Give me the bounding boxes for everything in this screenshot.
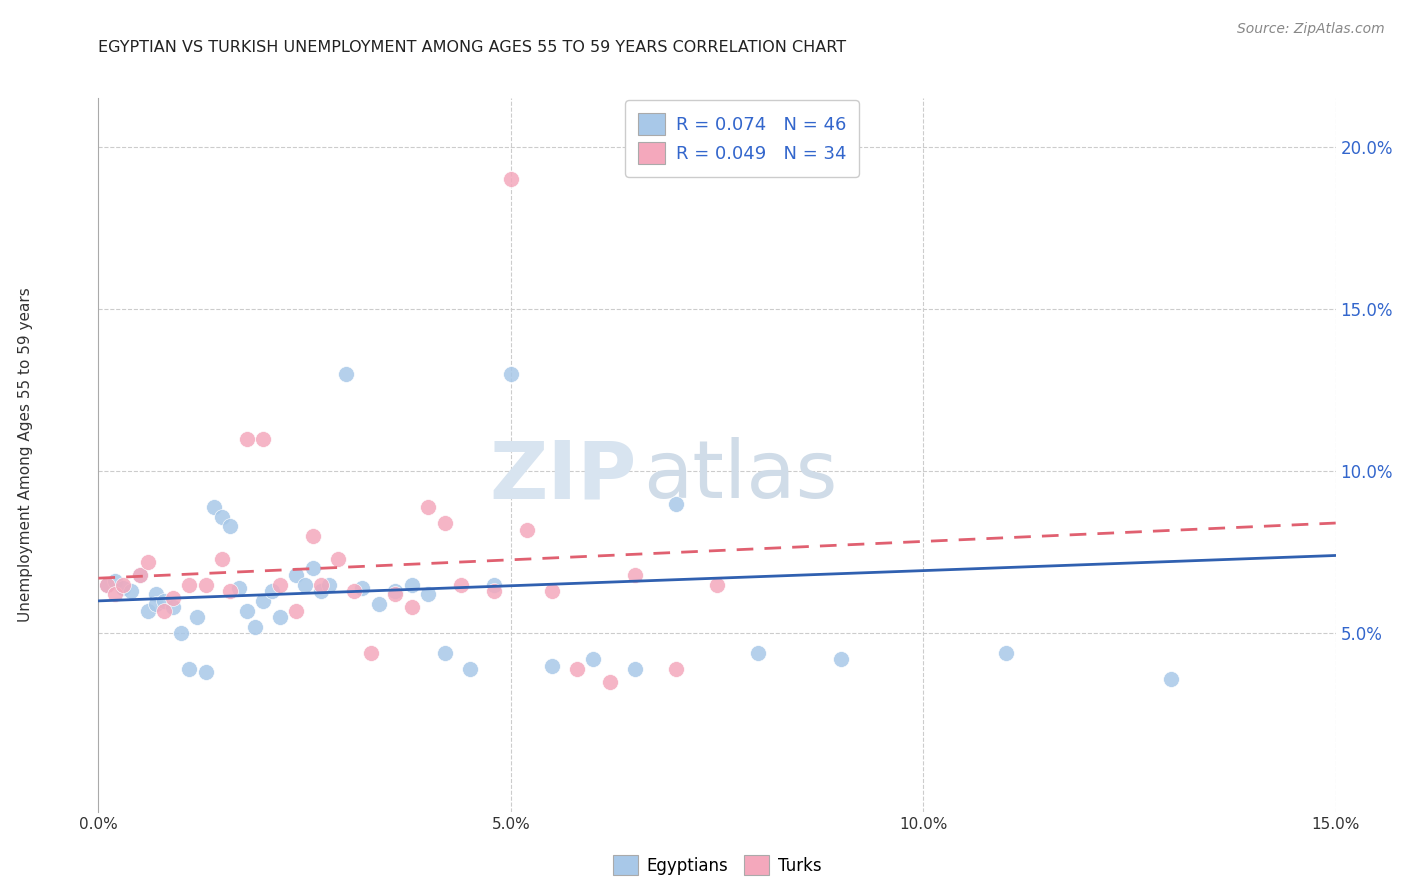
- Point: [162, 591, 184, 605]
- Point: [318, 577, 340, 591]
- Point: [112, 577, 135, 591]
- Point: [179, 577, 201, 591]
- Point: [458, 662, 481, 676]
- Point: [104, 587, 127, 601]
- Text: EGYPTIAN VS TURKISH UNEMPLOYMENT AMONG AGES 55 TO 59 YEARS CORRELATION CHART: EGYPTIAN VS TURKISH UNEMPLOYMENT AMONG A…: [98, 40, 846, 55]
- Point: [243, 620, 266, 634]
- Point: [219, 584, 242, 599]
- Point: [252, 432, 274, 446]
- Point: [418, 500, 440, 514]
- Point: [541, 584, 564, 599]
- Text: ZIP: ZIP: [489, 437, 637, 516]
- Point: [194, 577, 217, 591]
- Point: [186, 610, 208, 624]
- Point: [352, 581, 374, 595]
- Point: [484, 584, 506, 599]
- Point: [285, 604, 308, 618]
- Point: [1160, 672, 1182, 686]
- Point: [665, 497, 688, 511]
- Point: [599, 675, 621, 690]
- Point: [433, 646, 456, 660]
- Point: [335, 367, 357, 381]
- Point: [128, 568, 150, 582]
- Point: [136, 604, 159, 618]
- Point: [128, 568, 150, 582]
- Point: [367, 597, 389, 611]
- Point: [285, 568, 308, 582]
- Point: [499, 367, 522, 381]
- Point: [747, 646, 769, 660]
- Legend: Egyptians, Turks: Egyptians, Turks: [606, 848, 828, 882]
- Point: [136, 555, 159, 569]
- Point: [484, 577, 506, 591]
- Point: [194, 665, 217, 680]
- Point: [112, 581, 135, 595]
- Point: [665, 662, 688, 676]
- Point: [96, 577, 118, 591]
- Point: [401, 577, 423, 591]
- Point: [706, 577, 728, 591]
- Text: Unemployment Among Ages 55 to 59 years: Unemployment Among Ages 55 to 59 years: [18, 287, 32, 623]
- Point: [211, 509, 233, 524]
- Point: [309, 584, 332, 599]
- Point: [153, 604, 176, 618]
- Point: [228, 581, 250, 595]
- Point: [565, 662, 588, 676]
- Point: [623, 568, 645, 582]
- Point: [830, 652, 852, 666]
- Point: [623, 662, 645, 676]
- Point: [145, 587, 167, 601]
- Point: [326, 551, 349, 566]
- Point: [309, 577, 332, 591]
- Point: [343, 584, 366, 599]
- Point: [145, 597, 167, 611]
- Point: [384, 584, 406, 599]
- Point: [202, 500, 225, 514]
- Point: [499, 172, 522, 186]
- Point: [269, 577, 291, 591]
- Point: [401, 600, 423, 615]
- Point: [252, 594, 274, 608]
- Text: atlas: atlas: [643, 437, 837, 516]
- Point: [153, 594, 176, 608]
- Point: [302, 529, 325, 543]
- Point: [96, 577, 118, 591]
- Point: [582, 652, 605, 666]
- Point: [302, 561, 325, 575]
- Point: [433, 516, 456, 530]
- Point: [211, 551, 233, 566]
- Point: [104, 574, 127, 589]
- Point: [236, 604, 259, 618]
- Point: [516, 523, 538, 537]
- Point: [236, 432, 259, 446]
- Point: [120, 584, 142, 599]
- Point: [360, 646, 382, 660]
- Point: [162, 600, 184, 615]
- Point: [541, 658, 564, 673]
- Point: [219, 519, 242, 533]
- Point: [450, 577, 472, 591]
- Point: [260, 584, 283, 599]
- Point: [179, 662, 201, 676]
- Point: [418, 587, 440, 601]
- Point: [384, 587, 406, 601]
- Point: [294, 577, 316, 591]
- Point: [994, 646, 1017, 660]
- Point: [170, 626, 193, 640]
- Point: [269, 610, 291, 624]
- Text: Source: ZipAtlas.com: Source: ZipAtlas.com: [1237, 22, 1385, 37]
